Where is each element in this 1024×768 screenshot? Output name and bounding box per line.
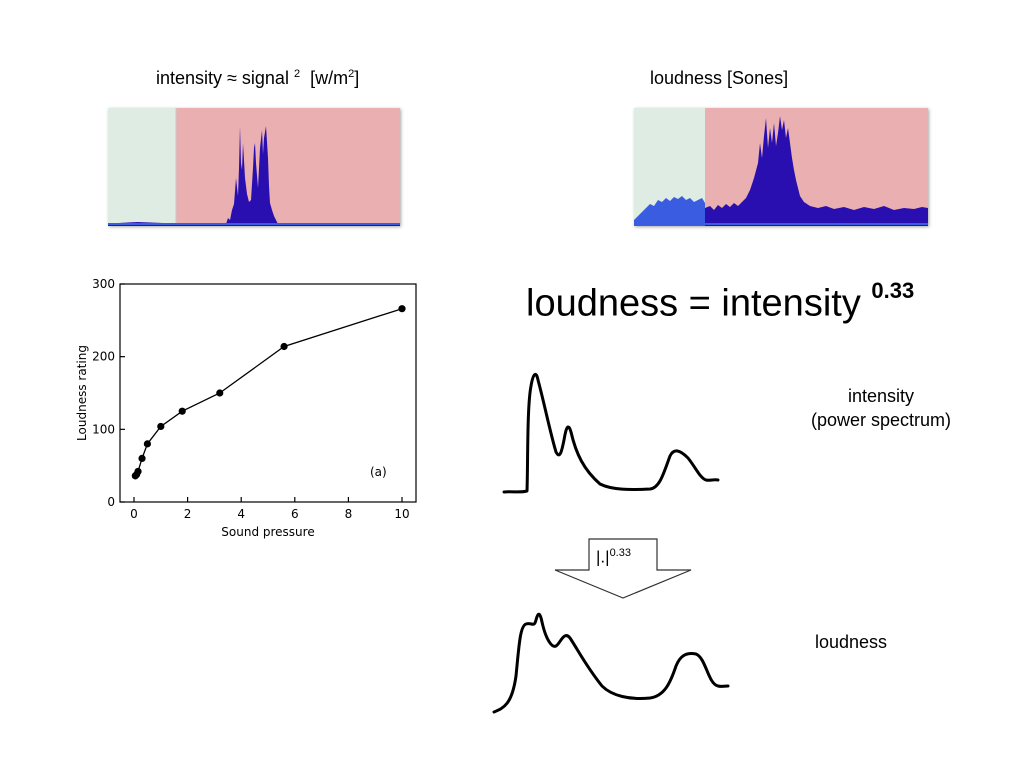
y-tick-label: 200 — [92, 350, 115, 364]
data-point — [178, 407, 186, 415]
chart-annotation: (a) — [370, 465, 387, 479]
x-tick-label: 8 — [345, 507, 353, 521]
compression-arrow — [554, 538, 692, 599]
intensity-waveform — [108, 126, 400, 226]
loudness-equation: loudness = intensity 0.33 — [526, 278, 914, 326]
loudness-panel-title: loudness [Sones] — [650, 68, 789, 88]
operator-abs: |.| — [596, 547, 610, 567]
x-tick-label: 2 — [184, 507, 192, 521]
loudness-label: loudness — [815, 632, 888, 652]
intensity-title-unit-exp: 2 — [348, 68, 355, 80]
intensity-label-line2: (power spectrum) — [810, 410, 952, 430]
series-line — [134, 308, 403, 477]
data-point — [143, 440, 151, 448]
x-tick-label: 0 — [130, 507, 138, 521]
data-point — [398, 305, 406, 313]
y-tick-label: 300 — [92, 277, 115, 291]
chart-plot-frame — [119, 283, 417, 503]
x-tick-label: 4 — [237, 507, 245, 521]
intensity-title-unit-post: ] — [354, 68, 360, 88]
loudness-waveform — [705, 116, 928, 226]
data-point — [157, 422, 165, 431]
signal-region — [176, 108, 400, 226]
data-point — [138, 454, 146, 462]
x-tick-label: 10 — [394, 507, 409, 521]
y-tick-label: 0 — [107, 495, 115, 509]
x-tick-label: 6 — [291, 507, 299, 521]
silence-region — [108, 108, 176, 226]
data-point — [216, 389, 224, 397]
down-arrow-icon — [554, 538, 692, 599]
chart-ylabel: Loudness rating — [75, 345, 89, 441]
intensity-signal-panel — [108, 108, 400, 226]
intensity-title-unit-pre: [w/m — [310, 68, 349, 88]
chart-xlabel: Sound pressure — [221, 525, 314, 539]
intensity-label: intensity (power spectrum) — [796, 384, 966, 432]
intensity-panel-title: intensity ≈ signal 2 [w/m2] — [156, 68, 359, 89]
data-point — [280, 342, 288, 351]
intensity-label-line1: intensity — [847, 386, 915, 406]
y-tick-label: 100 — [92, 422, 115, 436]
equation-lhs: loudness = intensity — [526, 282, 861, 325]
loudness-signal-panel — [634, 108, 928, 226]
loudness-waveform-edge — [634, 196, 705, 226]
intensity-title-main: intensity ≈ signal — [156, 68, 289, 88]
equation-exponent: 0.33 — [871, 278, 915, 303]
intensity-curve — [502, 372, 720, 494]
intensity-title-exp: 2 — [293, 68, 301, 80]
operator-exp: 0.33 — [609, 547, 631, 559]
compression-operator: |.|0.33 — [596, 547, 631, 568]
loudness-curve — [492, 612, 730, 714]
data-point — [134, 467, 142, 476]
